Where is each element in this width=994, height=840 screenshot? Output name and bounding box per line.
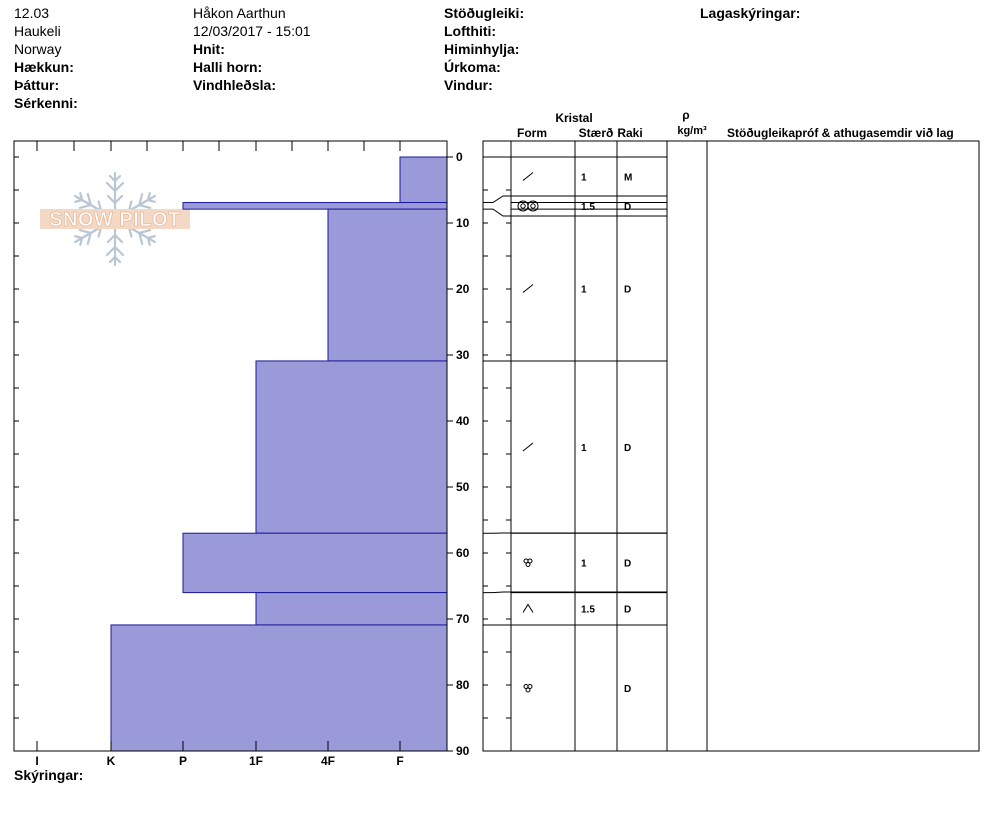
hardness-bar-4 bbox=[255, 360, 448, 534]
hardness-bar-1 bbox=[399, 156, 448, 204]
crystal-header: Kristal bbox=[555, 111, 592, 125]
specifics-label: Sérkenni: bbox=[14, 95, 78, 111]
density-symbol: ρ bbox=[682, 108, 689, 122]
form-header: Form bbox=[517, 126, 547, 140]
moisture-value: D bbox=[624, 443, 631, 454]
x-tick-label: I bbox=[35, 754, 38, 768]
observer-name: Håkon Aarthun bbox=[193, 5, 286, 21]
y-tick-label: 20 bbox=[456, 282, 470, 296]
y-tick-label: 90 bbox=[456, 744, 470, 758]
logo-banner bbox=[40, 209, 190, 229]
crystal-size: 1.5 bbox=[581, 202, 595, 213]
clustered-rounded-icon bbox=[523, 684, 533, 693]
y-tick-label: 50 bbox=[456, 480, 470, 494]
x-tick-label: F bbox=[396, 754, 403, 768]
hardness-bar-6 bbox=[255, 592, 448, 626]
hardness-bar-3 bbox=[327, 208, 448, 362]
moisture-value: D bbox=[624, 559, 631, 570]
y-tick-label: 40 bbox=[456, 414, 470, 428]
wind-loading-label: Vindhleðsla: bbox=[193, 77, 276, 93]
layer-connector bbox=[483, 591, 511, 594]
y-tick-label: 80 bbox=[456, 678, 470, 692]
slash-icon bbox=[522, 284, 534, 293]
legend-label: Skýringar: bbox=[14, 767, 84, 783]
density-unit: kg/m³ bbox=[677, 125, 707, 137]
moisture-value: D bbox=[624, 285, 631, 296]
hardness-bar-7 bbox=[110, 624, 448, 752]
precipitation-label: Úrkoma: bbox=[444, 59, 501, 75]
moisture-value: D bbox=[624, 202, 631, 213]
x-tick-label: 1F bbox=[249, 754, 263, 768]
slash-icon bbox=[522, 172, 534, 181]
crystal-size: 1 bbox=[581, 559, 587, 570]
y-tick-label: 10 bbox=[456, 216, 470, 230]
crystal-size: 1 bbox=[581, 173, 587, 184]
slash-icon bbox=[522, 442, 534, 452]
comments-header: Stöðugleikapróf & athugasemdir við lag bbox=[727, 126, 954, 140]
wind-label: Vindur: bbox=[444, 77, 493, 93]
stability-label: Stöðugleiki: bbox=[444, 5, 525, 21]
pit-id: 12.03 bbox=[14, 5, 50, 21]
crystal-size: 1 bbox=[581, 443, 587, 454]
size-header: Stærð bbox=[579, 126, 614, 140]
layer-connector bbox=[483, 208, 511, 217]
crystal-size: 1 bbox=[581, 285, 587, 296]
slope-angle-label: Halli horn: bbox=[193, 59, 263, 75]
caret-icon bbox=[522, 603, 534, 613]
moisture-value: M bbox=[624, 173, 632, 184]
observation-datetime: 12/03/2017 - 15:01 bbox=[193, 23, 311, 39]
y-tick-label: 60 bbox=[456, 546, 470, 560]
rounded-grains-icon bbox=[517, 200, 539, 212]
aspect-label: Þáttur: bbox=[14, 77, 60, 93]
coordinates-label: Hnit: bbox=[193, 41, 225, 57]
moisture-value: D bbox=[624, 605, 631, 616]
plot-frame bbox=[13, 140, 448, 752]
clustered-rounded-icon bbox=[523, 558, 533, 567]
x-tick-label: P bbox=[179, 754, 187, 768]
moisture-header: Raki bbox=[617, 126, 642, 140]
layer-connector bbox=[483, 195, 511, 204]
hardness-bar-2 bbox=[182, 202, 448, 210]
layer-table-frame bbox=[482, 140, 980, 752]
location: Haukeli bbox=[14, 23, 61, 39]
x-tick-label: K bbox=[107, 754, 116, 768]
y-tick-label: 70 bbox=[456, 612, 470, 626]
moisture-value: D bbox=[624, 684, 631, 695]
sky-cover-label: Himinhylja: bbox=[444, 41, 520, 57]
x-tick-label: 4F bbox=[321, 754, 335, 768]
layer-notes-label: Lagaskýringar: bbox=[700, 5, 801, 21]
country: Norway bbox=[14, 41, 62, 57]
logo-text: SNOW PILOT bbox=[49, 209, 181, 231]
hardness-bar-5 bbox=[182, 532, 448, 594]
y-tick-label: 0 bbox=[456, 150, 463, 164]
crystal-size: 1.5 bbox=[581, 605, 595, 616]
air-temp-label: Lofthiti: bbox=[444, 23, 497, 39]
elevation-label: Hækkun: bbox=[14, 59, 74, 75]
y-tick-label: 30 bbox=[456, 348, 470, 362]
